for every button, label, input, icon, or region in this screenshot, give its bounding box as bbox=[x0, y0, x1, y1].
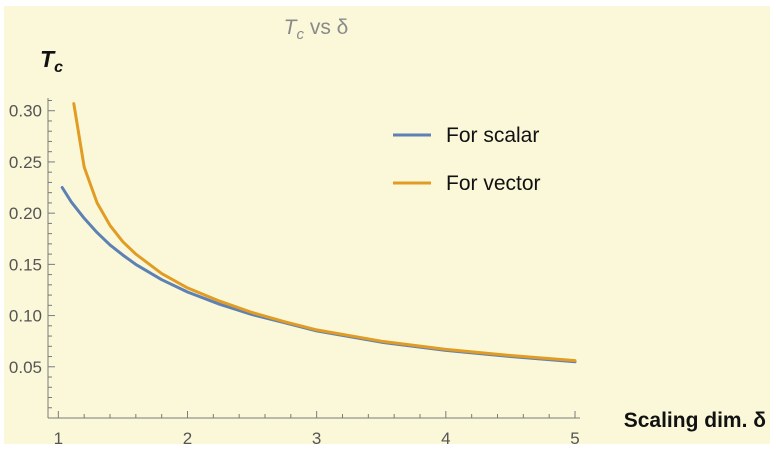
legend-label-scalar: For scalar bbox=[446, 124, 539, 147]
y-axis-label: Tc bbox=[40, 46, 63, 76]
series-group bbox=[60, 102, 577, 364]
y-tick-label: 0.20 bbox=[9, 204, 42, 223]
y-tick-label: 0.30 bbox=[9, 102, 42, 121]
chart-title-sub: c bbox=[296, 26, 304, 43]
axes-group: 1 2 3 4 5 0.05 0.10 0.15 0.20 0.25 0.30 bbox=[9, 98, 580, 448]
y-tick-label: 0.15 bbox=[9, 255, 42, 274]
y-tick-label: 0.05 bbox=[9, 358, 42, 377]
legend: For scalar For vector bbox=[393, 124, 541, 195]
x-tick-label: 3 bbox=[312, 429, 321, 448]
chart-title: Tc vs δ bbox=[284, 16, 349, 43]
series-line-vector bbox=[72, 102, 577, 363]
y-axis-label-main: T bbox=[40, 46, 56, 72]
y-tick-label: 0.25 bbox=[9, 153, 42, 172]
legend-label-vector: For vector bbox=[446, 172, 541, 195]
x-tick-label: 1 bbox=[54, 429, 63, 448]
chart-title-rest: vs δ bbox=[304, 16, 348, 39]
x-axis-label: Scaling dim. δ bbox=[624, 409, 766, 432]
y-tick-label: 0.10 bbox=[9, 307, 42, 326]
y-axis-label-sub: c bbox=[54, 59, 63, 76]
chart-title-main: T bbox=[284, 16, 299, 39]
x-tick-label: 5 bbox=[570, 429, 579, 448]
x-tick-label: 2 bbox=[183, 429, 192, 448]
x-tick-label: 4 bbox=[441, 429, 450, 448]
plot-background bbox=[4, 6, 770, 444]
